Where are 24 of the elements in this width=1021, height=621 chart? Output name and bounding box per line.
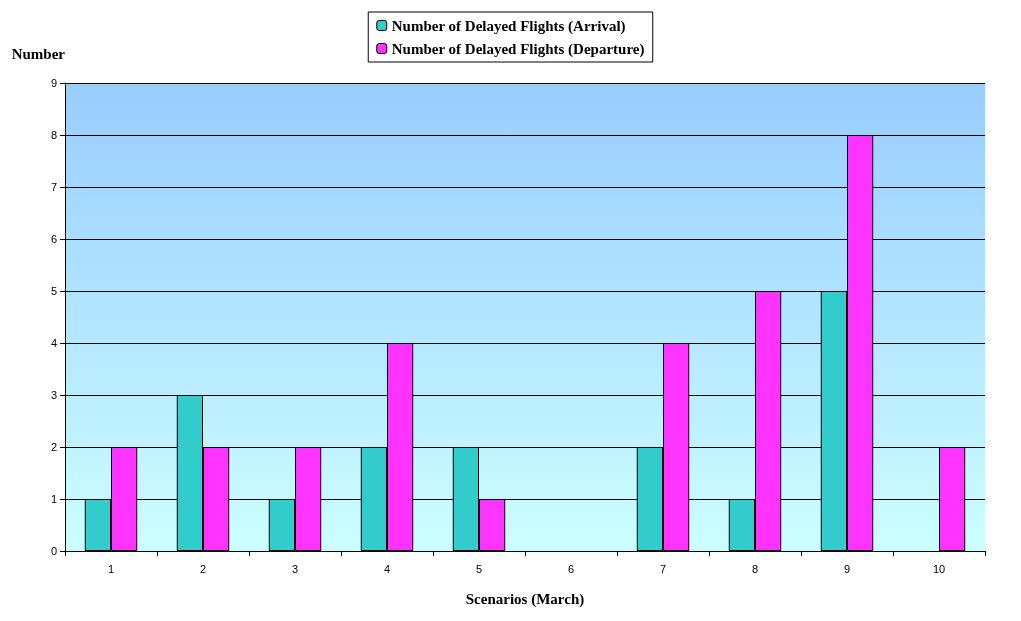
x-tick-label: 10 <box>932 562 946 575</box>
y-axis-title: Number <box>11 45 66 62</box>
x-tick-label: 1 <box>107 562 115 575</box>
x-axis-title: Scenarios (March) <box>465 590 585 608</box>
y-tick-label: 5 <box>50 285 57 297</box>
x-tick-label: 8 <box>751 562 759 575</box>
x-tick-label: 5 <box>475 562 483 575</box>
y-tick-label: 0 <box>50 545 57 557</box>
legend-label: Number of Delayed Flights (Arrival) <box>391 17 626 35</box>
x-tick-label: 3 <box>291 562 299 575</box>
x-tick-label: 2 <box>199 562 207 575</box>
y-tick-label: 9 <box>50 77 57 89</box>
y-tick-label: 1 <box>50 493 57 505</box>
y-tick-label: 2 <box>50 441 57 453</box>
y-tick-label: 6 <box>50 233 57 245</box>
legend-label: Number of Delayed Flights (Departure) <box>391 40 645 58</box>
y-tick-label: 7 <box>50 181 57 193</box>
x-tick-label: 6 <box>567 562 575 575</box>
x-tick-label: 9 <box>843 562 851 575</box>
x-tick-label: 4 <box>383 562 391 575</box>
y-tick-label: 8 <box>50 129 57 141</box>
x-tick-label: 7 <box>659 562 667 575</box>
y-tick-label: 4 <box>50 337 57 349</box>
y-tick-label: 3 <box>50 389 57 401</box>
